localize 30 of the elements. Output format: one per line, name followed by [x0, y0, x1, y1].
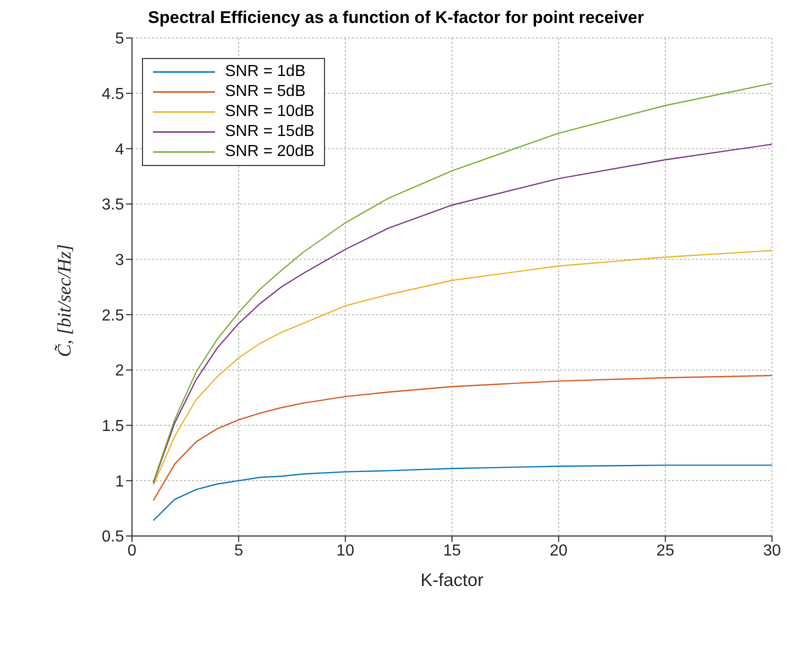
x-tick-label: 30 — [763, 542, 781, 560]
legend-label: SNR = 10dB — [225, 102, 314, 122]
y-tick-label: 2.5 — [102, 307, 124, 324]
y-tick-label: 0.5 — [102, 528, 124, 546]
x-tick-label: 10 — [336, 542, 354, 560]
y-tick-label: 4.5 — [102, 86, 124, 104]
line-series — [152, 374, 772, 502]
y-tick-label: 2 — [115, 362, 124, 380]
x-axis-title: K-factor — [420, 570, 484, 590]
y-tick-label: 5 — [115, 30, 124, 48]
y-tick-label: 3.5 — [102, 196, 124, 214]
y-tick-label: 1.5 — [102, 418, 124, 436]
line-series — [152, 464, 772, 522]
line-series — [152, 250, 772, 486]
x-tick-label: 15 — [443, 542, 461, 560]
legend-label: SNR = 5dB — [225, 82, 306, 102]
line-series — [152, 82, 772, 482]
x-tick-label: 20 — [550, 542, 568, 560]
x-tick-label: 5 — [234, 542, 244, 560]
legend-label: SNR = 1dB — [225, 62, 306, 82]
y-tick-label: 4 — [115, 141, 124, 158]
legend-label: SNR = 15dB — [225, 122, 314, 142]
y-tick-label: 1 — [115, 473, 124, 490]
chart-title: Spectral Efficiency as a function of K-factor for point receiver — [147, 8, 645, 28]
x-tick-label: 0 — [128, 542, 137, 560]
y-axis-title: C̃, [bit/sec/Hz] — [54, 244, 76, 357]
line-series — [152, 144, 772, 484]
x-tick-label: 25 — [656, 542, 674, 560]
legend-label: SNR = 20dB — [225, 142, 314, 162]
y-tick-label: 3 — [115, 252, 124, 270]
